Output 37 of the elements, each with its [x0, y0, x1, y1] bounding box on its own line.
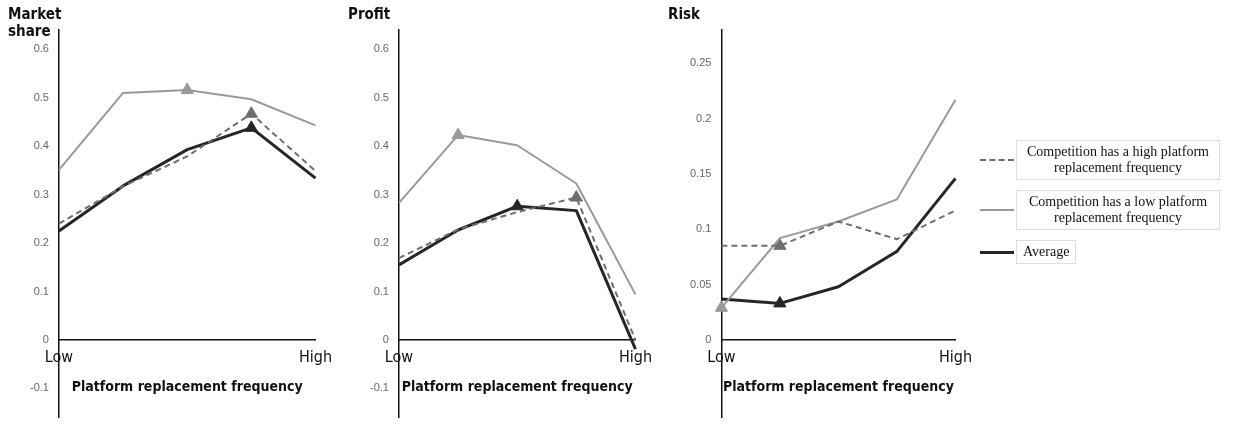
y-tick-label: 0.3 — [33, 187, 49, 200]
point — [714, 300, 728, 312]
y-tick-label: 0.1 — [696, 222, 712, 235]
x-tick-label: High — [298, 346, 332, 366]
x-tick-label: High — [938, 346, 972, 366]
y-axis-title: Risk — [668, 5, 702, 23]
point — [569, 190, 583, 202]
y-tick-label: 0.1 — [33, 284, 49, 297]
y-tick-label: 0.3 — [373, 187, 389, 200]
point — [773, 238, 787, 250]
y-axis-title: Market share — [8, 5, 62, 40]
y-tick-label: 0.15 — [689, 166, 712, 179]
y-tick-label: 0 — [382, 332, 389, 345]
legend-label: Average — [1016, 240, 1077, 264]
y-tick-label: 0.05 — [689, 277, 712, 290]
y-axis-title: Profit — [348, 5, 392, 23]
y-tick-label: 0.25 — [689, 56, 712, 69]
y-tick-label: 0.1 — [373, 284, 389, 297]
y-tick-label: 0.2 — [33, 236, 49, 249]
legend-label: Competition has a low platform replacement frequency — [1016, 190, 1220, 230]
y-tick-label: 0.5 — [373, 90, 389, 103]
x-axis-title: Platform replacement frequency — [401, 378, 633, 395]
y-tick-label: 0.4 — [33, 139, 49, 152]
x-axis-title: Platform replacement frequency — [722, 378, 954, 395]
y-tick-label: 0 — [42, 332, 49, 345]
y-tick-label: 0.5 — [33, 90, 49, 103]
y-tick-label: -0.1 — [29, 381, 49, 394]
y-tick-label: 0.2 — [696, 111, 712, 124]
y-tick-label: 0.6 — [33, 42, 49, 55]
x-axis-title: Platform replacement frequency — [71, 378, 303, 395]
x-tick-label: High — [618, 346, 652, 366]
legend-label: Competition has a high platform replacement frequency — [1016, 140, 1220, 180]
y-tick-label: 0.2 — [373, 236, 389, 249]
y-tick-label: 0.6 — [373, 42, 389, 55]
y-tick-label: 0.4 — [373, 139, 389, 152]
y-tick-label: 0 — [705, 332, 712, 345]
y-tick-label: -0.1 — [369, 381, 389, 394]
